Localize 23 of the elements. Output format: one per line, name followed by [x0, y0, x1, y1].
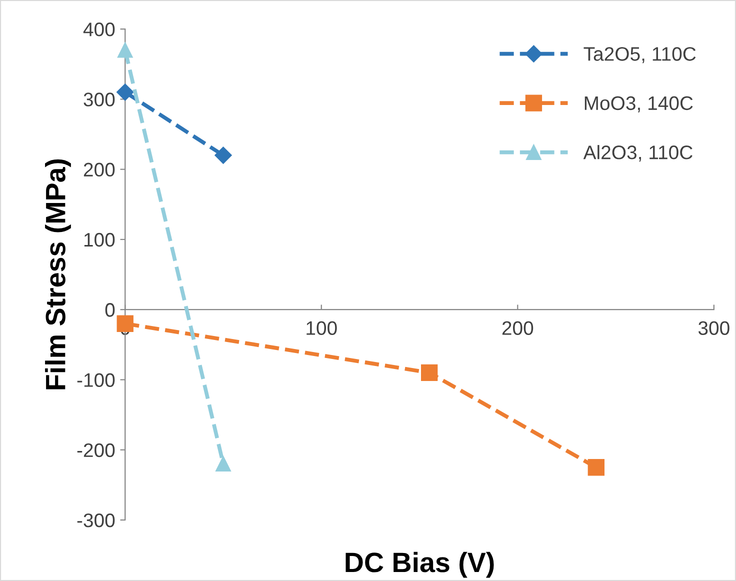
legend-label: Ta2O5, 110C [584, 47, 696, 64]
x-axis-title: DC Bias (V) [346, 552, 494, 578]
x-tick-label: 300 [698, 321, 730, 335]
y-tick-label: -300 [77, 513, 115, 528]
legend-label: MoO3, 140C [584, 96, 693, 112]
point [216, 456, 231, 472]
y-tick-label: 300 [84, 92, 115, 106]
point [214, 146, 232, 164]
y-tick-label: -200 [77, 443, 115, 458]
x-tick-label: 200 [502, 321, 534, 335]
x-tick-label: 100 [306, 321, 337, 335]
y-tick-label: 100 [84, 232, 115, 247]
legend-label: Al2O3, 110C [583, 145, 692, 162]
point [117, 42, 133, 58]
y-axis-title: Film Stress (MPa) [45, 159, 71, 390]
point [116, 84, 134, 101]
point [588, 459, 604, 476]
y-tick-label: 400 [83, 22, 115, 36]
y-tick-label: -100 [77, 373, 115, 387]
point [116, 315, 134, 332]
y-tick-label: 0 [105, 303, 115, 317]
point [421, 364, 438, 382]
y-tick-label: 200 [84, 162, 115, 177]
